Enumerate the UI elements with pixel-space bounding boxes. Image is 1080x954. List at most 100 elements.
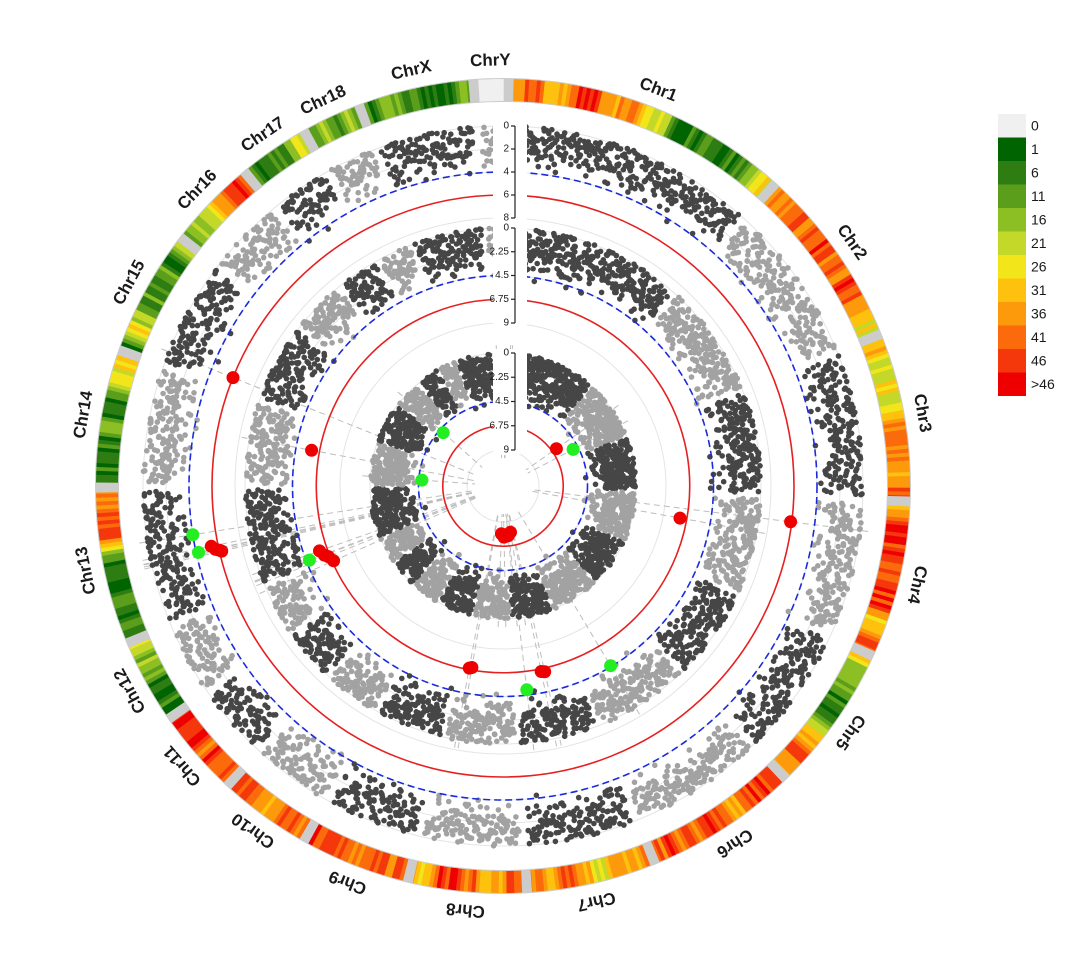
density-bin [887, 491, 910, 496]
snp-point [142, 461, 148, 468]
snp-point [564, 242, 571, 248]
density-bin [711, 807, 728, 829]
snp-point [165, 598, 172, 605]
snp-point [815, 406, 821, 413]
snp-point [700, 321, 707, 327]
snp-point [798, 681, 805, 688]
snp-point [313, 790, 320, 797]
density-bin [99, 533, 122, 541]
snp-point [204, 658, 210, 665]
density-bin [880, 406, 903, 415]
snp-point [611, 166, 618, 173]
snp-point [662, 773, 668, 780]
density-bin [237, 174, 255, 195]
snp-point [756, 264, 763, 270]
snp-point [272, 216, 279, 223]
snp-point [748, 711, 755, 718]
density-bin [769, 192, 788, 211]
snp-point [148, 426, 154, 433]
density-bin [815, 248, 836, 265]
snp-point [419, 799, 426, 806]
density-bin [679, 826, 694, 848]
density-bin [735, 790, 753, 811]
density-chrx [363, 80, 471, 125]
density-bin [204, 747, 224, 766]
density-bin [254, 790, 271, 811]
density-bin [887, 505, 910, 511]
snp-point [788, 281, 795, 288]
snp-point [452, 164, 458, 170]
snp-point [838, 586, 844, 592]
snp-point [164, 555, 171, 561]
snp-point [689, 230, 696, 237]
snp-point [192, 378, 198, 385]
density-bin [454, 81, 462, 104]
density-bin [112, 595, 135, 606]
density-bin [228, 182, 247, 202]
density-bin [632, 102, 644, 125]
snp-point [577, 152, 584, 158]
snp-point [556, 814, 563, 820]
density-bin [864, 346, 887, 358]
density-bin [231, 179, 250, 199]
snp-point [697, 196, 704, 203]
snp-point [429, 130, 435, 137]
snp-point [457, 826, 464, 832]
snp-point [683, 208, 690, 214]
snp-point [311, 785, 317, 792]
snp-point [855, 512, 862, 519]
density-bin [383, 854, 395, 877]
density-bin [884, 531, 908, 538]
snp-point [228, 697, 235, 704]
density-bin [193, 218, 213, 236]
snp-point [255, 257, 262, 264]
density-bin [142, 663, 164, 678]
density-bin [103, 404, 126, 413]
snp-point [160, 378, 167, 385]
density-bin [308, 126, 323, 148]
density-bin [829, 270, 851, 287]
snp-point [617, 146, 624, 152]
snp-point [655, 174, 662, 181]
snp-point [214, 316, 220, 323]
density-bin [354, 844, 367, 867]
snp-point [261, 750, 268, 757]
snp-point [625, 261, 631, 268]
density-bin [191, 221, 211, 239]
density-bin [329, 116, 343, 138]
snp-point [737, 739, 743, 746]
density-bin [831, 683, 853, 699]
snp-point [401, 799, 408, 806]
snp-point [457, 137, 463, 144]
density-bin [397, 91, 407, 115]
snp-point [653, 170, 659, 177]
snp-point [722, 723, 729, 729]
snp-point [697, 217, 704, 224]
density-bin [116, 605, 139, 617]
snp-point [549, 135, 555, 141]
snp-point [848, 463, 855, 470]
snp-point [213, 302, 220, 308]
snp-point [789, 285, 796, 292]
density-chry [478, 78, 504, 102]
snp-point [251, 246, 258, 252]
snp-point [261, 715, 267, 722]
snp-point [857, 507, 864, 514]
snp-point [249, 739, 255, 745]
snp-point [531, 810, 537, 816]
snp-point [705, 393, 712, 400]
snp-point [371, 777, 378, 783]
density-bin [107, 385, 130, 395]
snp-point [688, 374, 695, 380]
snp-point [689, 179, 695, 185]
snp-point [672, 672, 678, 679]
density-bin [774, 197, 794, 217]
snp-point [170, 339, 176, 346]
snp-density-ring [95, 78, 911, 894]
density-bin [875, 578, 899, 588]
snp-guide-line [362, 475, 476, 485]
density-bin [813, 245, 834, 262]
density-bin [368, 849, 381, 872]
chromosome-label-chr9: Chr9 [326, 867, 369, 899]
snp-point [840, 542, 847, 549]
